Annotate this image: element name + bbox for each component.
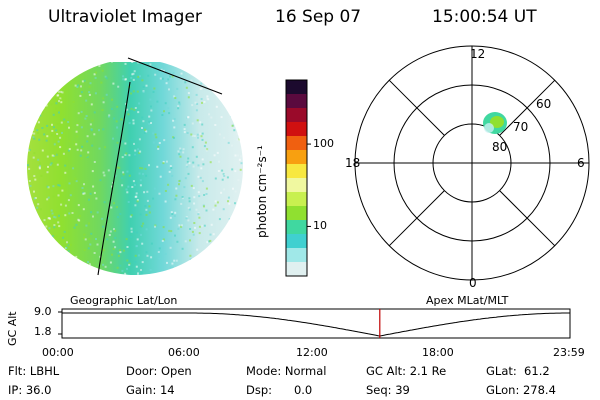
info-glon: GLon: 278.4 [486, 383, 556, 397]
colorbar-segment [286, 262, 307, 277]
info-gain: Gain: 14 [126, 383, 175, 397]
info-glat: GLat: 61.2 [486, 364, 550, 378]
mlt-label-12: 12 [470, 47, 486, 61]
colorbar-frame [285, 79, 308, 277]
info-ip: IP: 36.0 [8, 383, 52, 397]
colorbar-segment [286, 136, 307, 151]
colorbar-segment [286, 164, 307, 179]
colorbar-segment [286, 122, 307, 137]
timeline-right-caption: Apex MLat/MLT [426, 294, 509, 307]
timeline-x-tick: 00:00 [42, 346, 74, 359]
mlt-spoke [388, 190, 445, 247]
info-door: Door: Open [126, 364, 192, 378]
colorbar-tick-label: 10 [313, 219, 327, 233]
colorbar-segment [286, 234, 307, 249]
colorbar-segment [286, 94, 307, 109]
lat-label-70: 70 [513, 120, 529, 134]
time-label: 15:00:54 UT [432, 7, 537, 27]
date-label: 16 Sep 07 [275, 7, 362, 27]
timeline-frame [61, 308, 571, 339]
aurora-blob-edge [484, 123, 494, 133]
lat-label-80: 80 [492, 140, 508, 154]
aurora-blob-core [490, 116, 504, 128]
mlt-label-6: 6 [577, 156, 585, 170]
colorbar [286, 80, 311, 277]
horizon-line [127, 57, 223, 95]
mlt-label-0: 0 [469, 276, 477, 290]
polar-plot [354, 45, 590, 281]
colorbar-tick-label: 100 [313, 137, 334, 151]
colorbar-segment [286, 108, 307, 123]
lat-label-60: 60 [536, 97, 552, 111]
info-filter: Flt: LBHL [8, 364, 60, 378]
image-crop-top [20, 40, 250, 62]
timeline-left-caption: Geographic Lat/Lon [70, 294, 178, 307]
timeline-plot [58, 308, 571, 339]
info-dsp: Dsp: 0.0 [246, 383, 313, 397]
colorbar-segment [286, 80, 307, 95]
colorbar-segment [286, 192, 307, 207]
colorbar-segment [286, 248, 307, 263]
mlt-spoke [388, 79, 445, 136]
instrument-title: Ultraviolet Imager [48, 7, 202, 27]
timeline-x-tick: 23:59 [553, 346, 585, 359]
info-mode: Mode: Normal [246, 364, 327, 378]
info-seq: Seq: 39 [366, 383, 410, 397]
timeline-x-tick: 18:00 [422, 346, 454, 359]
timeline-y-tick-top: 9.0 [34, 305, 52, 318]
colorbar-segment [286, 206, 307, 221]
colorbar-segment [286, 178, 307, 193]
mlt-spoke [499, 190, 556, 247]
meridian-line [97, 81, 131, 276]
colorbar-segment [286, 220, 307, 235]
colorbar-segment [286, 150, 307, 165]
timeline-x-tick: 12:00 [296, 346, 328, 359]
mlt-label-18: 18 [345, 156, 361, 170]
colorbar-unit-label: photon cm⁻²s⁻¹ [255, 145, 269, 238]
info-gc-alt: GC Alt: 2.1 Re [366, 364, 447, 378]
timeline-y-tick-bottom: 1.8 [34, 325, 52, 338]
timeline-y-label: GC Alt [6, 311, 19, 346]
earth-disk-image [27, 59, 243, 275]
timeline-x-tick: 06:00 [168, 346, 200, 359]
altitude-curve [62, 312, 570, 337]
mlt-spoke [499, 79, 556, 136]
